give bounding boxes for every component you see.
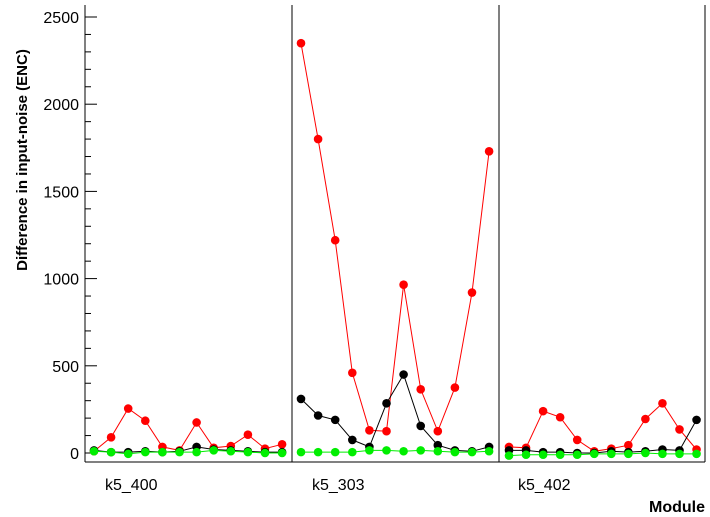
data-point [433, 440, 443, 450]
data-point [450, 383, 460, 392]
data-point [641, 414, 650, 424]
series-1 [89, 370, 701, 458]
data-point [572, 450, 582, 460]
data-point [260, 448, 270, 458]
data-point [192, 418, 201, 427]
x-group-label: k5_400 [105, 477, 158, 494]
data-point [123, 404, 133, 413]
series-line [508, 452, 697, 457]
data-point [555, 450, 565, 460]
data-point [141, 416, 150, 426]
y-axis-label: Difference in input-noise (ENC) [14, 49, 31, 271]
data-point [416, 421, 426, 431]
data-point [296, 394, 306, 404]
data-point [106, 433, 116, 442]
data-point [538, 450, 548, 460]
data-point [467, 447, 477, 457]
data-point [330, 447, 340, 457]
data-point [433, 426, 443, 436]
y-tick-label: 1000 [43, 272, 79, 289]
data-point [330, 415, 340, 425]
data-point [158, 447, 167, 457]
data-point [226, 446, 236, 456]
x-group-label: k5_402 [518, 477, 571, 494]
data-point [313, 411, 323, 420]
data-point [106, 447, 116, 457]
data-point [209, 446, 218, 455]
data-point [675, 449, 684, 459]
data-point [175, 447, 184, 457]
y-tick-label: 1500 [43, 184, 79, 201]
data-point [382, 426, 391, 436]
data-point [433, 446, 443, 456]
data-point [658, 449, 667, 459]
series-0 [89, 38, 701, 456]
series-line [93, 407, 283, 452]
data-point [313, 134, 323, 144]
data-point [538, 406, 548, 416]
data-point [555, 412, 565, 422]
data-point [572, 435, 582, 445]
data-point [504, 451, 514, 460]
data-point [450, 447, 460, 457]
series-line [93, 446, 283, 453]
plot-frame [84, 5, 706, 463]
data-point [624, 440, 633, 450]
data-point [123, 449, 133, 459]
y-tick-label: 2000 [43, 97, 79, 114]
data-point [399, 370, 408, 379]
series-line [300, 373, 490, 452]
data-point [416, 446, 426, 455]
data-point [243, 447, 253, 457]
data-point [365, 426, 374, 435]
data-point [607, 449, 616, 459]
data-point [296, 38, 306, 48]
series-layer [89, 38, 701, 460]
data-point [89, 446, 99, 456]
group-separators [291, 5, 500, 462]
data-point [675, 425, 684, 434]
y-tick-label: 0 [70, 446, 79, 463]
data-point [277, 448, 287, 458]
x-group-label: k5_303 [312, 477, 365, 494]
y-axis: 0 500 1000 1500 2000 2500 [43, 10, 97, 463]
data-point [192, 447, 201, 457]
data-point [484, 446, 494, 456]
data-point [399, 446, 408, 456]
data-point [382, 446, 391, 455]
data-point [692, 449, 701, 459]
data-point [243, 430, 253, 439]
x-axis-label: Module [649, 499, 705, 516]
data-point [348, 447, 357, 457]
data-point [521, 450, 531, 460]
data-point [330, 235, 340, 245]
data-point [296, 447, 306, 457]
data-point [382, 398, 391, 408]
data-point [277, 439, 287, 449]
series-2 [89, 446, 701, 460]
series-line [300, 43, 490, 433]
x-axis: k5_400 k5_303 k5_402 [84, 452, 706, 494]
data-point [399, 280, 408, 290]
data-point [313, 447, 323, 457]
data-point [692, 415, 701, 425]
data-point [467, 288, 477, 297]
y-tick-label: 500 [52, 359, 79, 376]
data-point [348, 368, 357, 378]
data-point [141, 447, 150, 457]
series-line [508, 402, 697, 452]
data-point [589, 449, 599, 459]
data-point [641, 448, 650, 458]
data-point [348, 435, 357, 445]
y-tick-label: 2500 [43, 10, 79, 27]
data-point [416, 385, 426, 394]
data-point [624, 449, 633, 459]
data-point [484, 146, 494, 156]
data-point [658, 398, 667, 408]
data-point [365, 446, 374, 455]
